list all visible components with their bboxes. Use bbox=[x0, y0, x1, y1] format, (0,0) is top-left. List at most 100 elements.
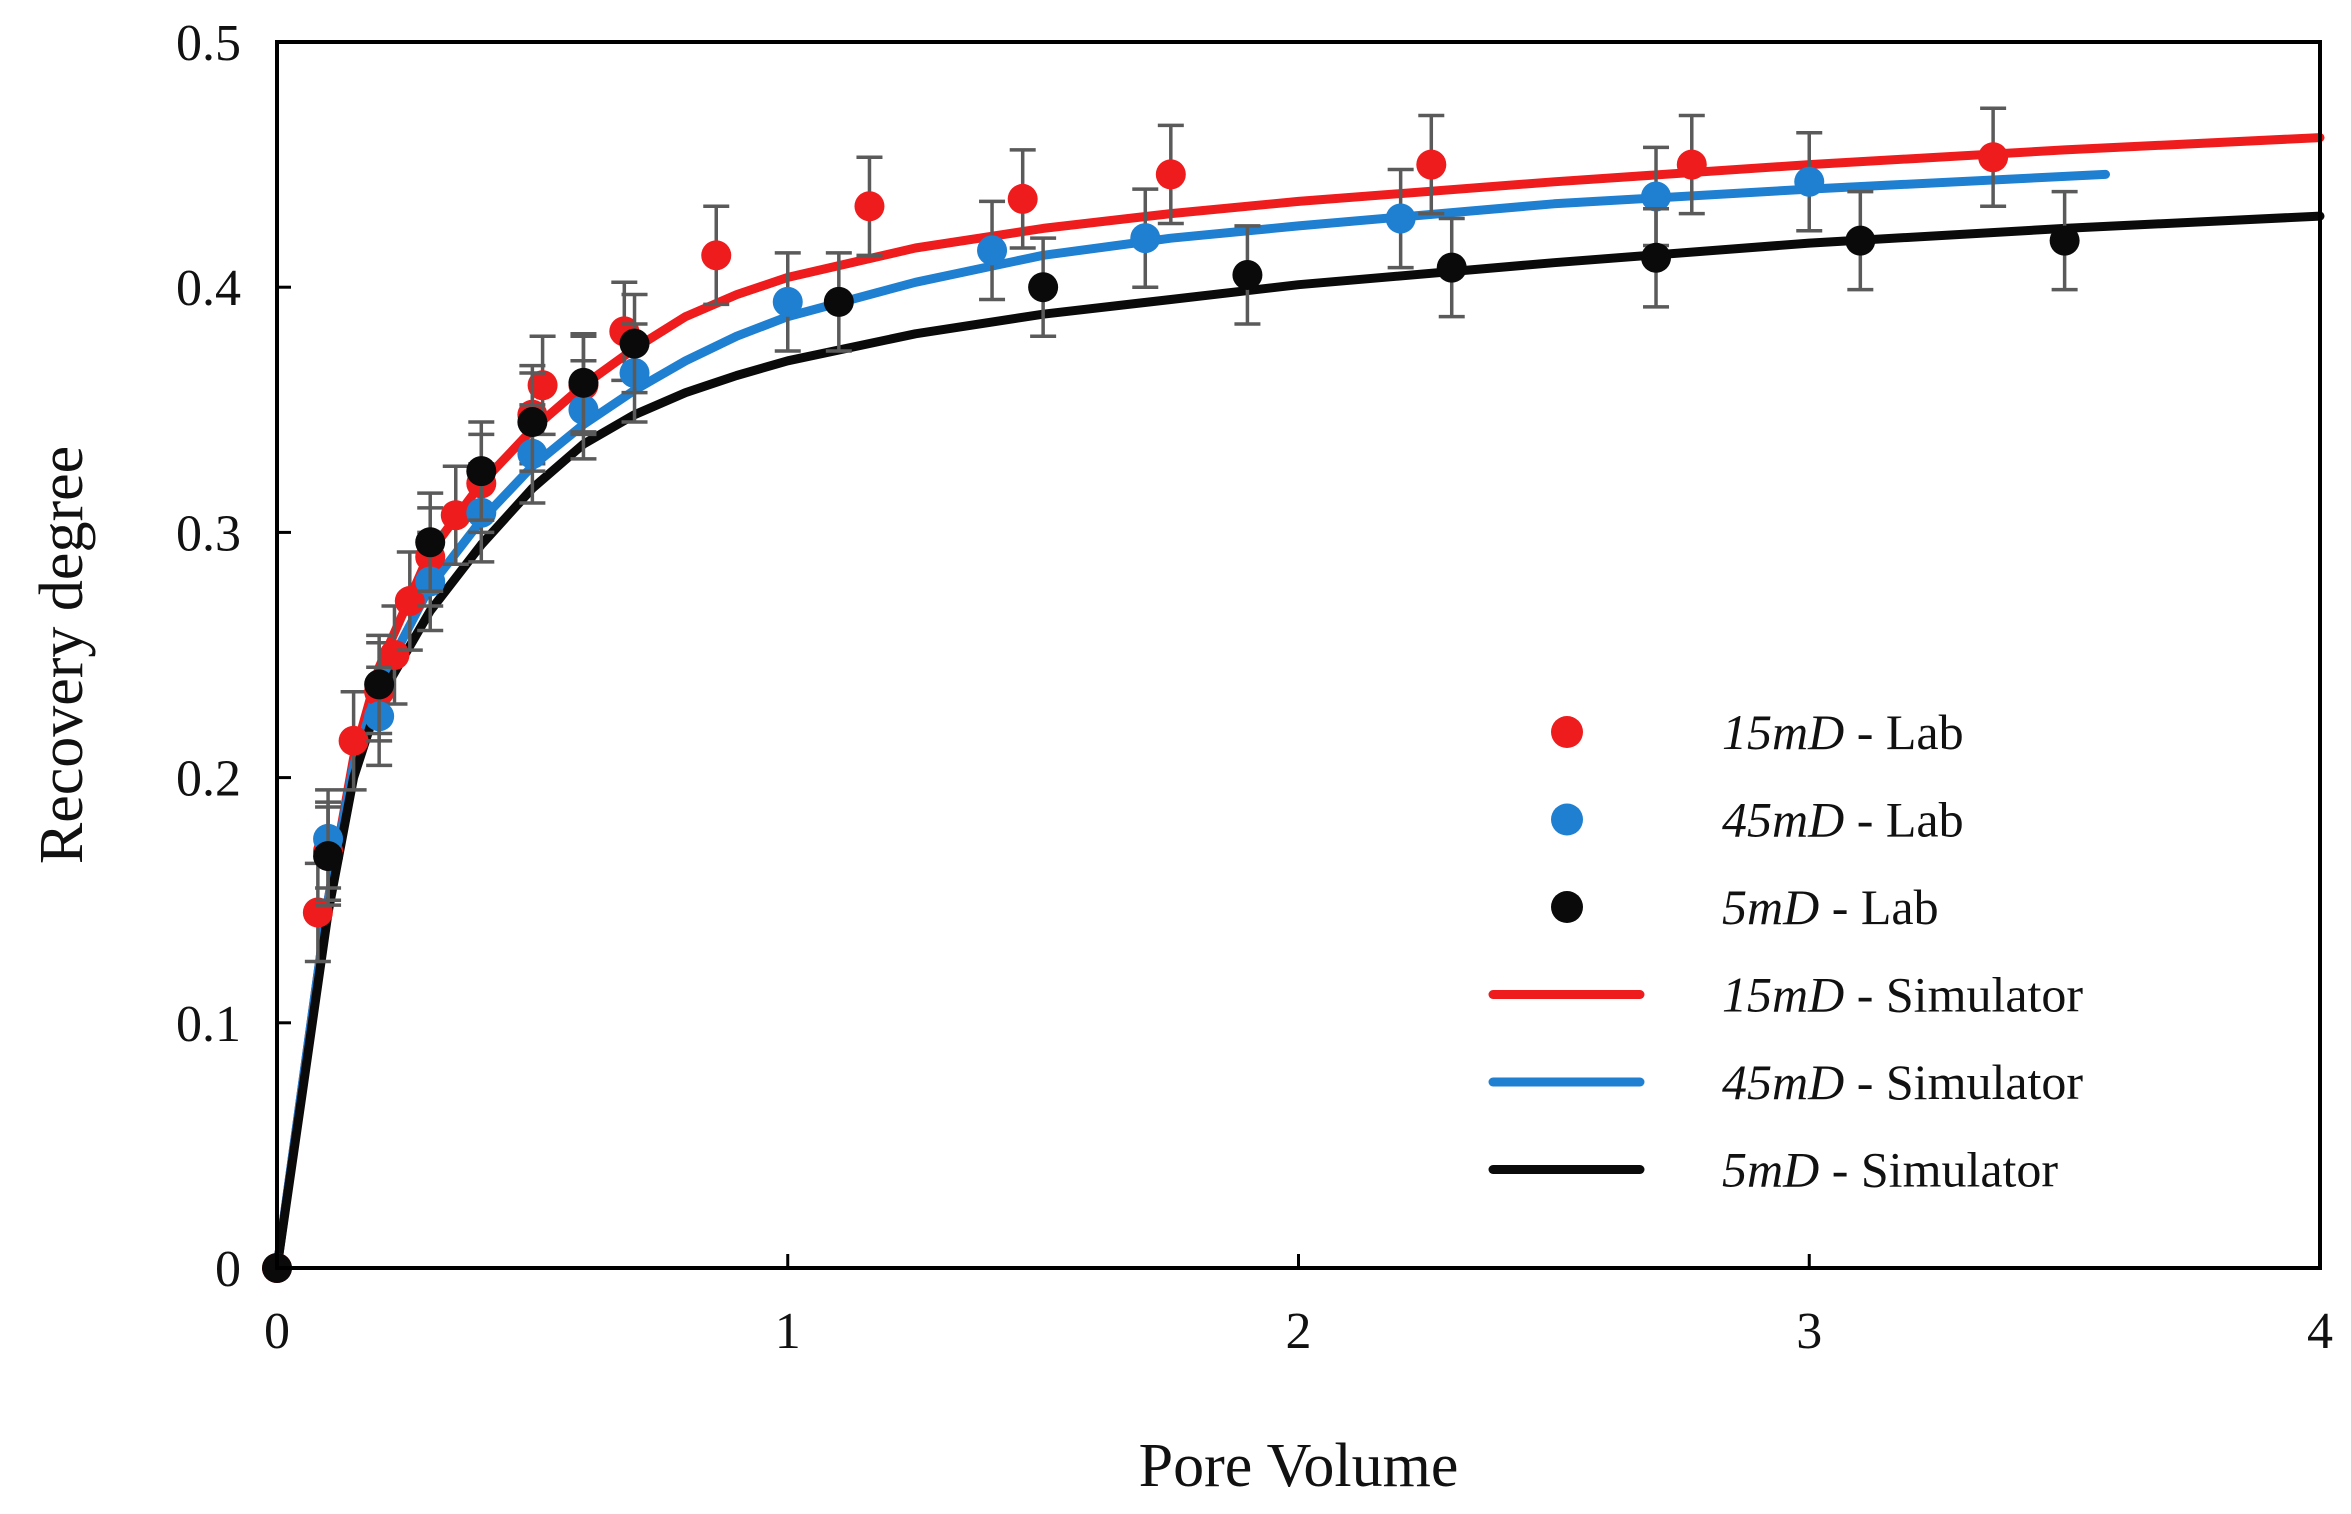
legend-perm: 45mD bbox=[1722, 792, 1844, 848]
data-point bbox=[394, 586, 425, 617]
lab-point-5mD bbox=[415, 491, 446, 593]
legend-perm: 45mD bbox=[1722, 1054, 1844, 1110]
lab-point-5mD bbox=[1028, 236, 1059, 338]
data-point bbox=[364, 669, 395, 700]
data-point bbox=[1641, 242, 1672, 273]
data-point bbox=[2049, 225, 2080, 256]
legend-perm: 5mD bbox=[1722, 1142, 1819, 1198]
lab-point-15mD bbox=[854, 155, 885, 258]
legend-entry-45mD-lab: 45mD - Lab bbox=[1551, 792, 1964, 848]
lab-point-5mD bbox=[364, 633, 395, 736]
legend-entry-5mD-simulator: 5mD - Simulator bbox=[1488, 1142, 2058, 1198]
data-point bbox=[1416, 149, 1447, 180]
lab-point-5mD bbox=[517, 371, 548, 473]
legend-marker bbox=[1551, 716, 1583, 748]
x-tick-label: 4 bbox=[2307, 1303, 2333, 1360]
data-point bbox=[1028, 272, 1059, 303]
legend-label: 5mD - Simulator bbox=[1722, 1142, 2058, 1198]
data-point bbox=[1385, 203, 1416, 234]
tick-labels: 0 1 2 3 4 0 0.1 0.2 0.3 0.4 0.5 bbox=[176, 15, 2333, 1360]
lab-point-5mD bbox=[313, 805, 344, 907]
lab-point-15mD bbox=[1978, 106, 2009, 209]
lab-point-45mD bbox=[977, 199, 1008, 302]
data-point bbox=[823, 286, 854, 317]
lab-point-45mD bbox=[1794, 130, 1825, 233]
legend-suffix: - Lab bbox=[1844, 792, 1963, 848]
lab-point-15mD bbox=[394, 550, 425, 652]
data-point bbox=[466, 456, 497, 487]
y-tick-label: 0.5 bbox=[176, 15, 241, 72]
legend-perm: 15mD bbox=[1722, 967, 1844, 1023]
data-point bbox=[517, 407, 548, 438]
legend-perm: 5mD bbox=[1722, 879, 1819, 935]
lab-point-15mD bbox=[1155, 123, 1186, 226]
data-point bbox=[1155, 159, 1186, 190]
legend-label: 5mD - Lab bbox=[1722, 879, 1939, 935]
lab-point-15mD bbox=[701, 204, 732, 307]
legend-marker bbox=[1551, 891, 1583, 923]
legend-suffix: - Simulator bbox=[1844, 1054, 2083, 1110]
data-point bbox=[1130, 223, 1161, 254]
lab-point-5mD bbox=[2049, 189, 2080, 292]
legend-perm: 15mD bbox=[1722, 704, 1844, 760]
x-tick-label: 1 bbox=[775, 1303, 801, 1360]
data-point bbox=[338, 725, 369, 756]
data-point bbox=[568, 367, 599, 398]
data-point bbox=[379, 640, 410, 670]
lab-point-15mD bbox=[379, 604, 410, 706]
data-point bbox=[440, 500, 471, 531]
lab-point-45mD bbox=[772, 251, 803, 353]
y-tick-label: 0.2 bbox=[176, 751, 241, 808]
axis-ticks bbox=[275, 40, 2322, 1270]
data-point bbox=[313, 841, 344, 872]
legend-label: 45mD - Simulator bbox=[1722, 1054, 2083, 1110]
legend-label: 15mD - Simulator bbox=[1722, 967, 2083, 1023]
lab-point-5mD bbox=[1845, 189, 1876, 292]
lab-point-15mD bbox=[440, 464, 471, 567]
lab-point-5mD bbox=[1232, 224, 1263, 326]
legend-suffix: - Lab bbox=[1844, 704, 1963, 760]
x-tick-label: 3 bbox=[1796, 1303, 1822, 1360]
x-axis-title: Pore Volume bbox=[1139, 1432, 1459, 1500]
data-point bbox=[527, 370, 558, 401]
legend-label: 45mD - Lab bbox=[1722, 792, 1964, 848]
lab-point-5mD bbox=[1641, 206, 1672, 309]
lab-point-5mD bbox=[619, 292, 650, 395]
plot-area bbox=[262, 106, 2325, 1283]
data-point bbox=[1641, 181, 1672, 212]
x-tick-label: 2 bbox=[1286, 1303, 1312, 1360]
data-point bbox=[854, 191, 885, 222]
data-point bbox=[772, 286, 803, 317]
data-point bbox=[977, 235, 1008, 266]
data-point bbox=[1978, 142, 2009, 173]
lab-point-5mD bbox=[466, 420, 497, 522]
y-tick-label: 0 bbox=[215, 1241, 241, 1298]
legend-entry-15mD-lab: 15mD - Lab bbox=[1551, 704, 1964, 760]
data-point bbox=[1007, 183, 1038, 214]
data-point bbox=[415, 527, 446, 558]
lab-point-15mD bbox=[338, 690, 369, 792]
data-point bbox=[1436, 252, 1467, 283]
legend-label: 15mD - Lab bbox=[1722, 704, 1964, 760]
y-axis-title: Recovery degree bbox=[28, 446, 96, 864]
legend-entry-15mD-simulator: 15mD - Simulator bbox=[1488, 967, 2083, 1023]
legend-entry-45mD-simulator: 45mD - Simulator bbox=[1488, 1054, 2083, 1110]
legend-marker bbox=[1551, 803, 1583, 836]
data-point bbox=[1232, 259, 1263, 290]
lab-point-45mD bbox=[1130, 187, 1161, 289]
lab-point-45mD bbox=[1385, 167, 1416, 270]
data-point bbox=[619, 328, 650, 359]
data-point bbox=[1794, 166, 1825, 197]
legend-entry-5mD-lab: 5mD - Lab bbox=[1551, 879, 1939, 935]
y-tick-label: 0.1 bbox=[176, 996, 241, 1053]
legend-suffix: - Lab bbox=[1819, 879, 1938, 935]
y-tick-label: 0.4 bbox=[176, 260, 241, 317]
x-tick-label: 0 bbox=[264, 1303, 290, 1360]
legend-suffix: - Simulator bbox=[1844, 967, 2083, 1023]
lab-point-15mD bbox=[1676, 113, 1707, 216]
lab-point-15mD bbox=[1416, 113, 1447, 216]
lab-point-5mD bbox=[568, 332, 599, 434]
data-point bbox=[1676, 149, 1707, 180]
